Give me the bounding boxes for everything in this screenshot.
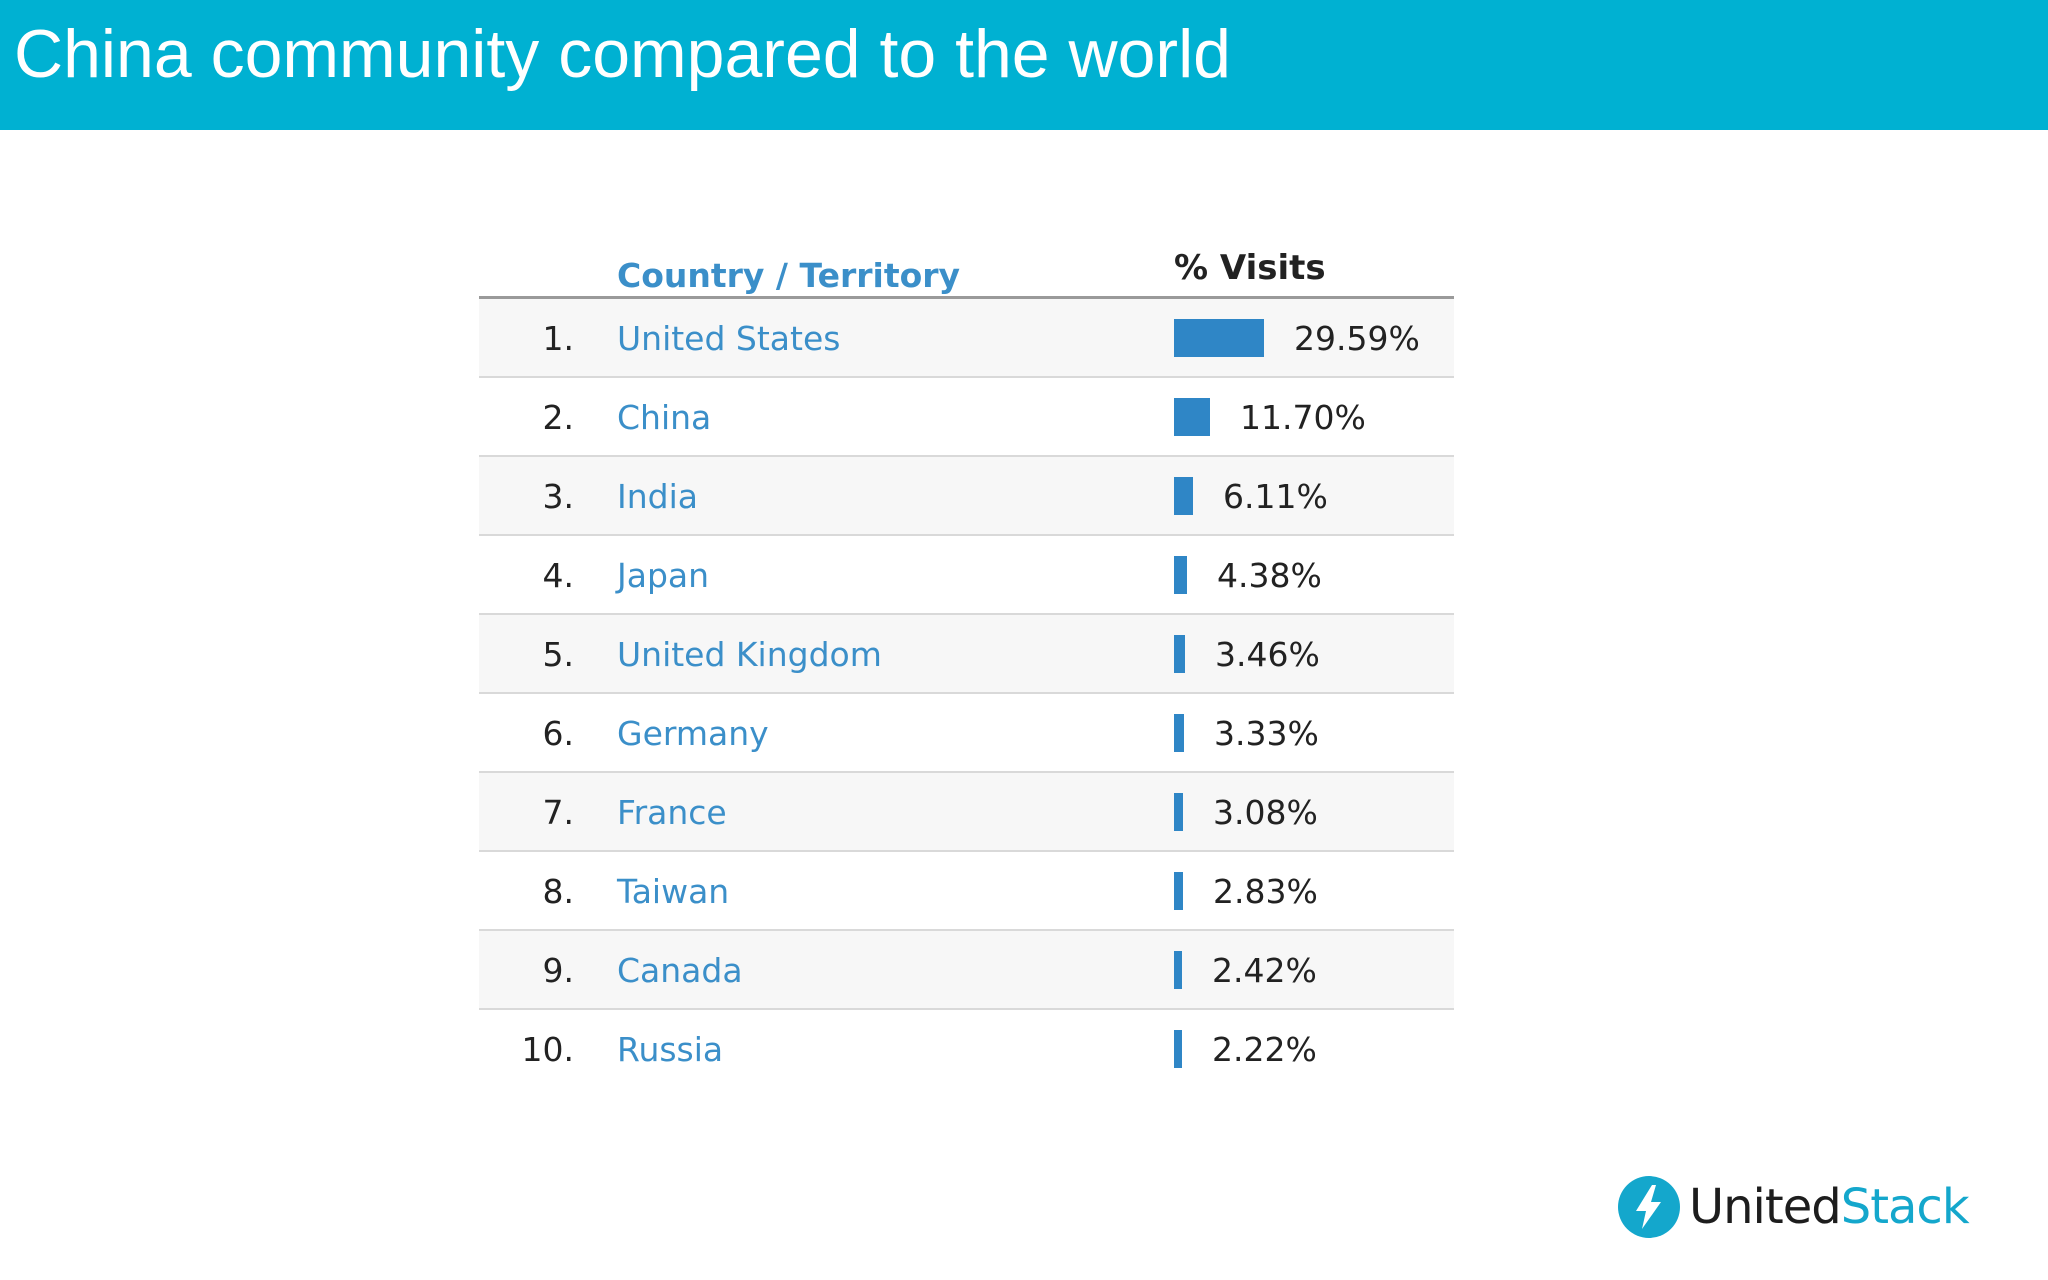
visits-bar bbox=[1174, 872, 1183, 910]
visits-cell: 4.38% bbox=[1174, 555, 1322, 595]
visits-percent: 4.38% bbox=[1217, 555, 1322, 595]
row-rank: 5. bbox=[542, 635, 575, 674]
lightning-bolt-icon bbox=[1618, 1176, 1680, 1238]
table-row: 4. Japan 4.38% bbox=[479, 536, 1454, 615]
row-rank: 10. bbox=[521, 1030, 574, 1069]
row-rank: 9. bbox=[542, 951, 575, 990]
slide-title: China community compared to the world bbox=[14, 16, 1231, 92]
visits-bar bbox=[1174, 477, 1193, 515]
visits-percent: 3.46% bbox=[1215, 634, 1320, 674]
table-row: 9. Canada 2.42% bbox=[479, 931, 1454, 1010]
visits-bar bbox=[1174, 319, 1264, 357]
title-bar: China community compared to the world bbox=[0, 0, 2048, 130]
visits-cell: 6.11% bbox=[1174, 476, 1328, 516]
row-rank: 7. bbox=[542, 793, 575, 832]
country-link[interactable]: China bbox=[617, 398, 712, 437]
table-row: 5. United Kingdom 3.46% bbox=[479, 615, 1454, 694]
visits-percent: 3.33% bbox=[1214, 713, 1319, 753]
visits-cell: 2.83% bbox=[1174, 871, 1318, 911]
table-row: 6. Germany 3.33% bbox=[479, 694, 1454, 773]
brand-name-stack: Stack bbox=[1840, 1179, 1970, 1235]
visits-cell: 3.46% bbox=[1174, 634, 1320, 674]
visits-cell: 2.22% bbox=[1174, 1029, 1317, 1069]
table-row: 2. China 11.70% bbox=[479, 378, 1454, 457]
row-rank: 3. bbox=[542, 477, 575, 516]
visits-bar bbox=[1174, 951, 1182, 989]
country-column-header: Country / Territory bbox=[617, 256, 961, 295]
visits-percent: 11.70% bbox=[1240, 397, 1366, 437]
visits-cell: 11.70% bbox=[1174, 397, 1366, 437]
visits-bar bbox=[1174, 635, 1185, 673]
table-row: 7. France 3.08% bbox=[479, 773, 1454, 852]
brand-logo: UnitedStack bbox=[1617, 1172, 1970, 1242]
visits-bar bbox=[1174, 714, 1184, 752]
table-body: 1. United States 29.59% 2. China 11.70% 3. Indi… bbox=[479, 299, 1454, 1087]
table-row: 10. Russia 2.22% bbox=[479, 1010, 1454, 1087]
row-rank: 8. bbox=[542, 872, 575, 911]
visits-column-header: % Visits bbox=[1174, 248, 1326, 288]
country-link[interactable]: Japan bbox=[617, 556, 710, 595]
visits-bar bbox=[1174, 793, 1183, 831]
row-rank: 6. bbox=[542, 714, 575, 753]
row-rank: 4. bbox=[542, 556, 575, 595]
visits-bar bbox=[1174, 1030, 1182, 1068]
country-link[interactable]: Russia bbox=[617, 1030, 724, 1069]
visits-percent: 2.22% bbox=[1212, 1029, 1317, 1069]
row-rank: 2. bbox=[542, 398, 575, 437]
country-link[interactable]: Germany bbox=[617, 714, 769, 753]
country-link[interactable]: United States bbox=[617, 319, 841, 358]
visits-percent: 2.83% bbox=[1213, 871, 1318, 911]
table-row: 3. India 6.11% bbox=[479, 457, 1454, 536]
visits-bar bbox=[1174, 398, 1210, 436]
visits-cell: 29.59% bbox=[1174, 318, 1420, 358]
country-link[interactable]: Taiwan bbox=[617, 872, 730, 911]
brand-name-united: United bbox=[1689, 1179, 1842, 1235]
visits-cell: 3.08% bbox=[1174, 792, 1318, 832]
country-link[interactable]: United Kingdom bbox=[617, 635, 882, 674]
visits-percent: 3.08% bbox=[1213, 792, 1318, 832]
visits-percent: 6.11% bbox=[1223, 476, 1328, 516]
visits-cell: 2.42% bbox=[1174, 950, 1317, 990]
country-link[interactable]: Canada bbox=[617, 951, 743, 990]
table-header: Country / Territory % Visits bbox=[479, 236, 1454, 299]
country-link[interactable]: India bbox=[617, 477, 698, 516]
visits-cell: 3.33% bbox=[1174, 713, 1319, 753]
table-row: 1. United States 29.59% bbox=[479, 299, 1454, 378]
row-rank: 1. bbox=[542, 319, 575, 358]
visits-bar bbox=[1174, 556, 1187, 594]
brand-name: UnitedStack bbox=[1689, 1175, 1970, 1239]
country-link[interactable]: France bbox=[617, 793, 727, 832]
visits-table: Country / Territory % Visits 1. United St… bbox=[479, 236, 1454, 1087]
table-row: 8. Taiwan 2.83% bbox=[479, 852, 1454, 931]
visits-percent: 2.42% bbox=[1212, 950, 1317, 990]
visits-percent: 29.59% bbox=[1294, 318, 1420, 358]
